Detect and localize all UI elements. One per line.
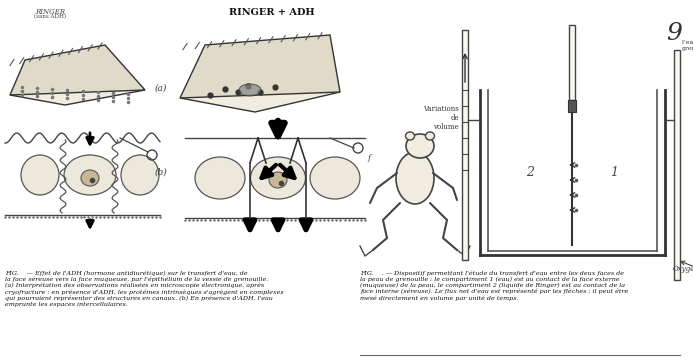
Ellipse shape — [81, 170, 99, 186]
Ellipse shape — [121, 155, 159, 195]
Text: Variations
de
volume: Variations de volume — [423, 105, 459, 131]
Text: (sans ADH): (sans ADH) — [34, 14, 66, 19]
Ellipse shape — [239, 84, 261, 96]
Polygon shape — [10, 80, 145, 105]
Bar — [568, 100, 576, 112]
Bar — [569, 25, 575, 100]
Polygon shape — [180, 35, 340, 98]
Ellipse shape — [21, 155, 59, 195]
Ellipse shape — [406, 134, 434, 158]
Polygon shape — [180, 78, 340, 112]
Text: FIG.    . — Dispositif permettant l'étude du transfert d'eau entre les deux face: FIG. . — Dispositif permettant l'étude d… — [360, 270, 629, 301]
Text: RINGER + ADH: RINGER + ADH — [229, 8, 315, 17]
Text: (a): (a) — [155, 83, 168, 92]
Polygon shape — [10, 45, 145, 95]
Text: f: f — [368, 154, 371, 162]
Ellipse shape — [405, 132, 414, 140]
Text: RINGER: RINGER — [35, 8, 65, 16]
Text: l'eau de
grenoville: l'eau de grenoville — [682, 40, 693, 51]
Ellipse shape — [396, 152, 434, 204]
Ellipse shape — [310, 157, 360, 199]
Text: (b): (b) — [155, 168, 168, 177]
Text: Oxygénation: Oxygénation — [673, 265, 693, 273]
Ellipse shape — [250, 157, 306, 199]
Ellipse shape — [426, 132, 435, 140]
Bar — [674, 50, 680, 280]
Text: 9: 9 — [666, 22, 682, 45]
Text: 2: 2 — [526, 165, 534, 178]
Ellipse shape — [64, 155, 116, 195]
Text: FIG.    — Effet de l'ADH (hormone antidiurétique) sur le transfert d'eau, de
la : FIG. — Effet de l'ADH (hormone antidiuré… — [5, 270, 283, 307]
Text: 1: 1 — [610, 165, 618, 178]
Ellipse shape — [195, 157, 245, 199]
Ellipse shape — [269, 172, 287, 188]
Bar — [462, 30, 468, 260]
